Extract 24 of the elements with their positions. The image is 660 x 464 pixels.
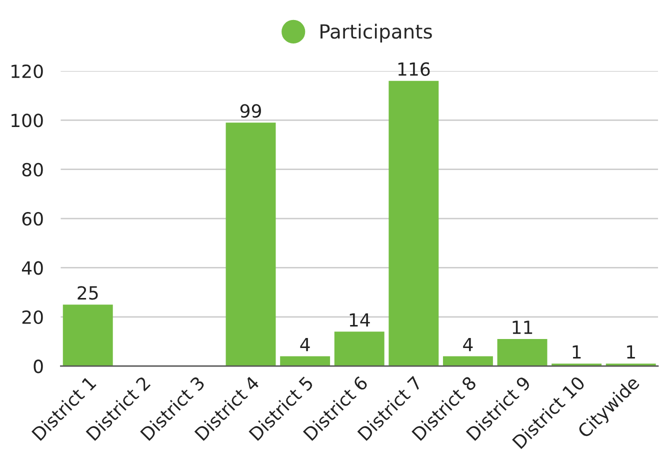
- data-label: 4: [300, 338, 310, 352]
- data-label: 4: [463, 338, 473, 352]
- data-label: 1: [627, 345, 635, 358]
- bar: [442, 356, 493, 366]
- data-label: 116: [398, 62, 430, 76]
- data-label: 99: [240, 104, 261, 118]
- data-label: 11: [512, 320, 532, 334]
- y-tick-label: 60: [22, 212, 43, 226]
- bar: [280, 356, 330, 366]
- bar: [62, 304, 113, 366]
- legend-label: Participants: [320, 24, 432, 43]
- y-tick-label: 0: [34, 360, 43, 374]
- bar: [226, 122, 276, 366]
- data-label: 1: [572, 345, 581, 358]
- bar: [388, 80, 439, 366]
- data-label: 14: [350, 313, 370, 327]
- y-tick-label: 120: [12, 64, 43, 78]
- y-tick-label: 100: [12, 114, 43, 128]
- data-label: 25: [78, 286, 98, 300]
- y-tick-label: 20: [22, 310, 43, 324]
- y-tick-label: 40: [22, 261, 43, 275]
- bar: [497, 339, 548, 366]
- y-tick-label: 80: [22, 162, 43, 176]
- bar: [334, 332, 384, 366]
